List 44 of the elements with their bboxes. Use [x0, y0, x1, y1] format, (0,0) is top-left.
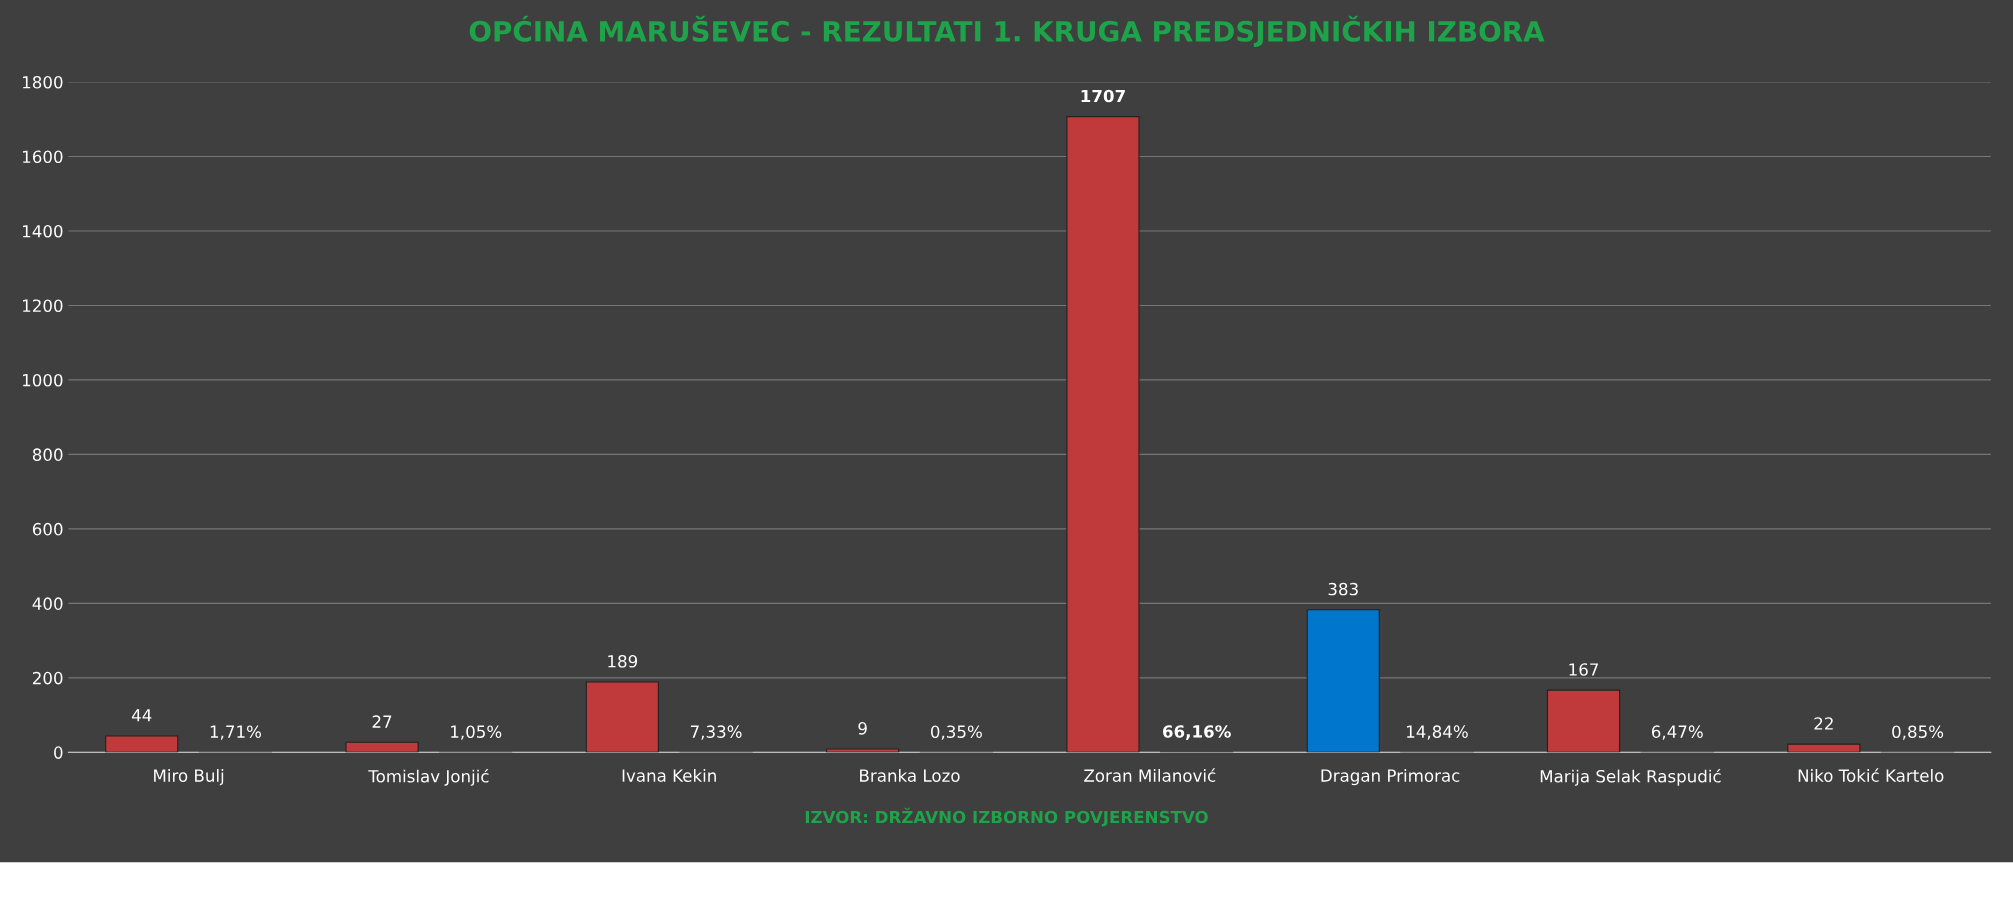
data-label: 189 — [608, 655, 638, 668]
x-tick-label: Marija Selak Raspudić — [1540, 769, 1721, 786]
y-tick-label: 1800 — [22, 75, 63, 89]
data-label: 1,71% — [210, 725, 262, 740]
chart-title: OPĆINA MARUŠEVEC - REZULTATI 1. KRUGA PREDSJEDNIČKIH IZBORA — [469, 15, 1545, 47]
data-label: 0,35% — [930, 725, 982, 740]
bar — [1546, 689, 1621, 753]
data-label: 1707 — [1081, 89, 1125, 103]
x-tick-label: Miro Bulj — [154, 769, 224, 786]
x-tick-label: Zoran Milanović — [1084, 768, 1216, 782]
bar — [1066, 116, 1140, 753]
x-tick-label: Tomislav Jonjić — [368, 769, 489, 786]
data-label: 6,47% — [1651, 725, 1703, 740]
bar — [1787, 743, 1861, 753]
data-label: 167 — [1569, 663, 1599, 676]
y-tick-label: 600 — [32, 522, 63, 536]
bar — [585, 681, 659, 753]
bar — [826, 748, 900, 753]
data-label: 22 — [1814, 717, 1833, 730]
y-tick-label: 1400 — [22, 224, 63, 238]
data-label: 27 — [372, 715, 392, 728]
y-tick-label: 0 — [54, 746, 63, 759]
data-label: 66,16% — [1162, 725, 1231, 740]
x-tick-label: Dragan Primorac — [1321, 769, 1460, 786]
bar — [345, 741, 419, 753]
y-tick-label: 1600 — [22, 150, 63, 164]
data-label: 7,33% — [690, 725, 742, 740]
x-tick-label: Branka Lozo — [860, 769, 960, 782]
y-tick-label: 800 — [32, 448, 63, 461]
data-label: 14,84% — [1407, 725, 1468, 740]
data-label: 0,85% — [1892, 725, 1944, 740]
bar — [105, 735, 179, 753]
data-label: 383 — [1328, 582, 1358, 596]
y-tick-label: 1000 — [22, 373, 63, 387]
y-tick-label: 200 — [32, 671, 63, 685]
data-label: 9 — [858, 722, 867, 735]
data-label: 1,05% — [451, 725, 502, 740]
x-tick-label: Niko Tokić Kartelo — [1798, 768, 1944, 782]
y-tick-label: 400 — [32, 597, 63, 610]
y-tick-label: 1200 — [22, 299, 63, 313]
text: IZVOR: DRŽAVNO IZBORNO POVJERENSTVO — [805, 807, 1208, 827]
data-label: 44 — [131, 709, 152, 722]
x-tick-label: Ivana Kekin — [622, 769, 716, 782]
bar — [1306, 609, 1380, 753]
